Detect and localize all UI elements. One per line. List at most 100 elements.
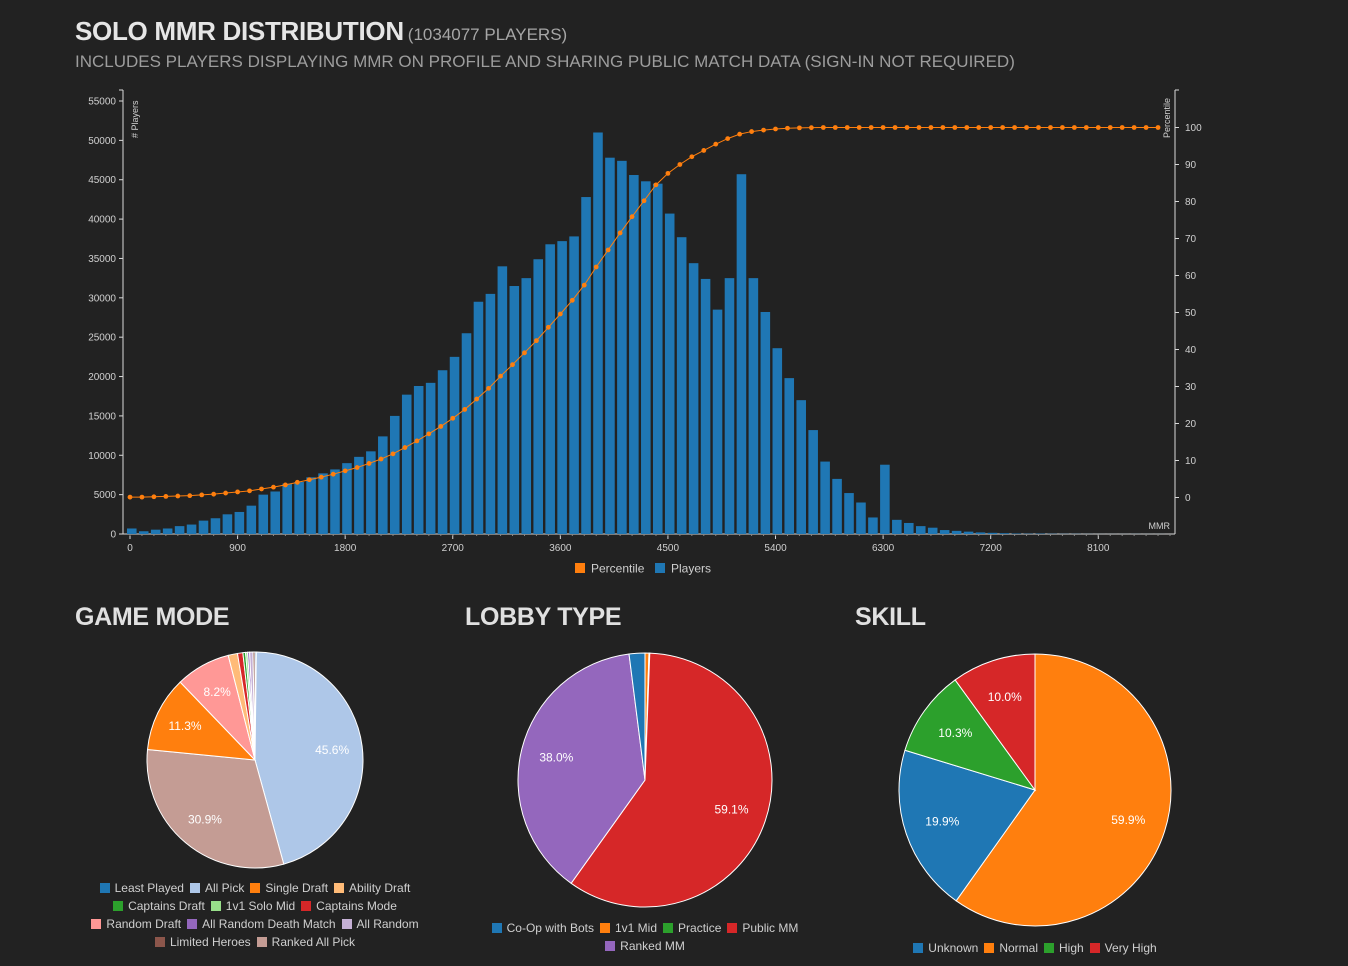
percentile-point: [653, 182, 659, 188]
pie-slice: [898, 749, 1036, 902]
percentile-point: [402, 445, 408, 450]
percentile-point: [247, 488, 252, 494]
pie-slice-label: 10.3%: [938, 726, 972, 740]
percentile-point: [1048, 125, 1053, 130]
x-tick-label: 2700: [442, 543, 465, 554]
x-tick-label: 900: [229, 543, 246, 554]
percentile-point: [259, 486, 264, 492]
legend-item: Unknown: [913, 939, 978, 957]
percentile-point: [808, 125, 814, 131]
pie-slice-label: 11.3%: [168, 719, 201, 733]
percentile-point: [868, 125, 874, 130]
percentile-point: [773, 126, 778, 132]
percentile-point: [916, 125, 922, 130]
percentile-point: [892, 125, 898, 130]
bar: [210, 518, 221, 534]
bar: [449, 356, 460, 534]
percentile-point: [450, 415, 456, 421]
percentile-point: [426, 431, 432, 437]
y-tick-label: 55000: [88, 97, 116, 108]
percentile-point: [880, 125, 886, 130]
bar: [700, 278, 711, 534]
legend-item: Limited Heroes: [154, 933, 251, 951]
bar: [174, 526, 185, 534]
bar: [342, 463, 352, 534]
x-axis-label: MMR: [1149, 521, 1171, 531]
pie-slice-label: 59.9%: [1111, 813, 1145, 827]
x-tick-label: 4500: [657, 543, 680, 554]
legend-item: 1v1 Mid: [599, 919, 657, 937]
pie-slice: [146, 681, 257, 761]
legend-label: All Random: [356, 917, 419, 931]
bar: [282, 483, 292, 534]
y-tick-label: 10000: [88, 451, 116, 462]
bar: [234, 511, 245, 534]
bar: [150, 529, 161, 534]
percentile-point: [964, 125, 970, 130]
percentile-point: [581, 282, 587, 288]
percentile-point: [737, 131, 743, 137]
legend-swatch: [727, 923, 738, 933]
legend-label: Least Played: [114, 881, 184, 895]
bar: [533, 259, 543, 534]
bar: [366, 451, 376, 534]
percentile-point: [163, 493, 169, 499]
percentile-point: [557, 311, 563, 317]
y-tick-label: 40000: [88, 215, 116, 226]
percentile-point: [545, 324, 551, 330]
bar: [246, 505, 257, 534]
bar: [904, 522, 914, 534]
legend-label: Very High: [1104, 941, 1157, 955]
bar: [724, 278, 735, 534]
bar: [987, 532, 998, 534]
bar: [736, 174, 747, 534]
pie-slice-label: 30.9%: [188, 813, 222, 827]
percentile-point: [1119, 125, 1125, 130]
legend-swatch: [599, 923, 610, 933]
legend-item: Ranked All Pick: [256, 933, 355, 951]
lobby-type-title: LOBBY TYPE: [465, 603, 622, 631]
legend-item: Captains Draft: [113, 897, 205, 915]
game-mode-title: GAME MODE: [75, 603, 230, 631]
percentile-point: [785, 125, 790, 131]
bar: [127, 528, 137, 534]
legend-swatch: [99, 883, 110, 893]
legend-item: Ranked MM: [605, 937, 685, 955]
pie-slice: [628, 652, 646, 781]
percentile-point: [211, 491, 217, 497]
percentile-point: [474, 396, 480, 402]
bar: [712, 309, 723, 534]
bar: [664, 213, 675, 534]
bar: [617, 160, 627, 534]
bar: [951, 530, 962, 534]
bar: [880, 464, 890, 534]
bar: [939, 530, 950, 534]
legend-swatch: [1043, 943, 1054, 953]
bar: [999, 533, 1010, 534]
skill-legend: Unknown Normal High Very High: [850, 939, 1220, 957]
percentile-point: [952, 125, 958, 130]
bar: [485, 293, 496, 534]
percentile-point: [1024, 125, 1029, 130]
y2-tick-label: 10: [1185, 456, 1197, 467]
y2-tick-label: 60: [1185, 271, 1197, 282]
page-subtitle: INCLUDES PLAYERS DISPLAYING MMR ON PROFI…: [75, 52, 1015, 71]
percentile-point: [235, 489, 240, 495]
percentile-point: [1155, 125, 1161, 130]
x-tick-label: 6300: [872, 543, 895, 554]
bar: [557, 241, 567, 534]
legend-label: 1v1 Solo Mid: [225, 899, 296, 913]
pie-slice: [955, 653, 1172, 927]
legend-swatch: [91, 919, 102, 929]
skill-pie: 59.9% 19.9% 10.3% 10.0%: [898, 653, 1172, 927]
percentile-point: [677, 162, 683, 167]
lobby-type-pie: 59.1% 38.0%: [517, 652, 773, 908]
percentile-point: [940, 125, 946, 130]
legend-label: Normal: [999, 941, 1038, 955]
percentile-point: [689, 154, 695, 160]
y2-tick-label: 80: [1185, 197, 1197, 208]
bar: [521, 278, 532, 534]
pie-slice: [254, 651, 364, 865]
x-tick-label: 1800: [334, 543, 357, 554]
bar: [593, 132, 603, 534]
